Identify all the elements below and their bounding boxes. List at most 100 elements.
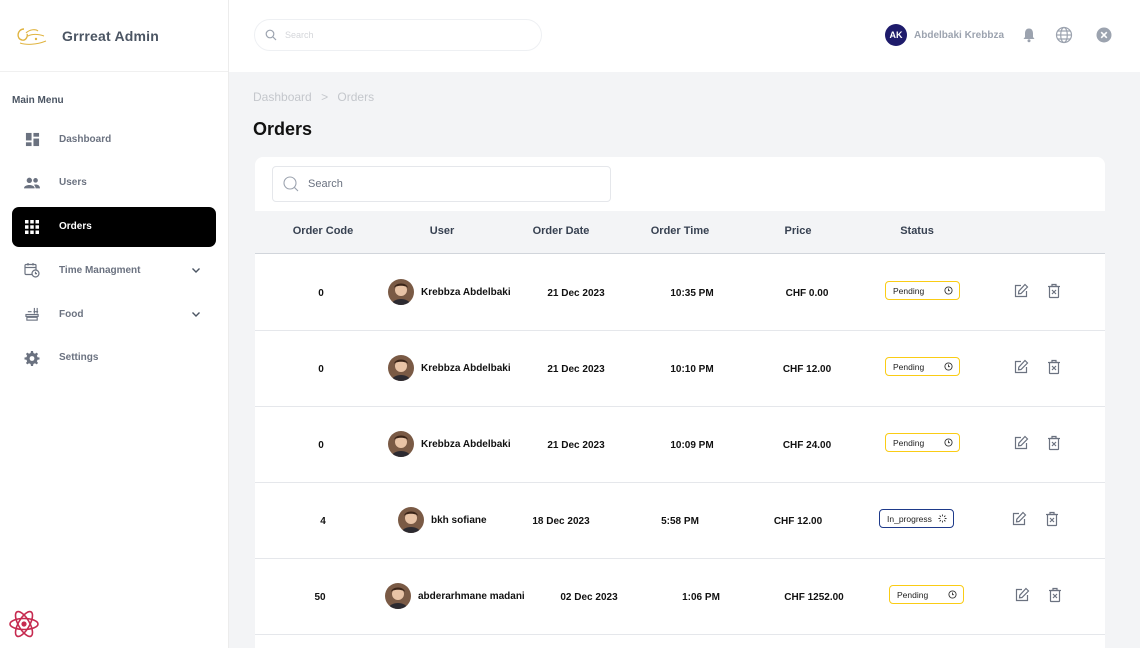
dashboard-icon [24, 131, 40, 147]
order-code: 0 [318, 288, 324, 299]
order-code: 50 [314, 592, 326, 603]
bell-icon[interactable] [1021, 27, 1037, 43]
brand-title[interactable]: Grrreat Admin [62, 27, 159, 44]
breadcrumb-item-dashboard[interactable]: Dashboard [253, 90, 312, 104]
brand-logo-icon[interactable] [14, 23, 48, 49]
table-search-box[interactable] [272, 166, 611, 202]
column-header-price[interactable]: Price [784, 225, 812, 237]
order-date: 18 Dec 2023 [532, 516, 590, 527]
table-header: Order Code User Order Date Order Time Pr… [255, 211, 1105, 254]
sidebar-item-users[interactable]: Users [12, 163, 216, 203]
status-label: Pending [893, 361, 925, 372]
column-header-order-time[interactable]: Order Time [650, 225, 710, 237]
delete-icon[interactable] [1044, 511, 1060, 527]
delete-icon[interactable] [1046, 359, 1062, 375]
table-row[interactable]: 0 Krebbza Abdelbaki 21 Dec 2023 10:09 PM… [255, 407, 1105, 483]
sidebar-item-food[interactable]: Food [12, 294, 216, 334]
edit-icon[interactable] [1011, 511, 1027, 527]
sidebar-item-label: Dashboard [59, 133, 112, 145]
delete-icon[interactable] [1047, 587, 1063, 603]
order-time: 10:10 PM [670, 364, 714, 375]
clock-icon [944, 362, 953, 371]
order-code: 4 [320, 516, 326, 527]
sidebar-item-time-management[interactable]: Time Managment [12, 250, 216, 290]
user-cell: Krebbza Abdelbaki [388, 279, 511, 305]
avatar[interactable]: AK [885, 24, 907, 46]
order-time: 5:58 PM [661, 516, 699, 527]
breadcrumb: Dashboard > Orders [253, 90, 380, 104]
sidebar-item-label: Settings [59, 352, 99, 364]
column-header-order-date[interactable]: Order Date [532, 225, 590, 237]
user-avatar [388, 355, 414, 381]
edit-icon[interactable] [1013, 435, 1029, 451]
sidebar-item-label: Food [59, 308, 84, 320]
status-label: In_progress [887, 513, 932, 524]
delete-icon[interactable] [1046, 283, 1062, 299]
order-date: 21 Dec 2023 [547, 288, 605, 299]
order-date: 21 Dec 2023 [547, 440, 605, 451]
user-avatar [385, 583, 411, 609]
order-date: 21 Dec 2023 [547, 364, 605, 375]
order-price: CHF 1252.00 [784, 592, 844, 603]
order-price: CHF 0.00 [785, 288, 829, 299]
chevron-down-icon[interactable] [190, 308, 202, 320]
order-price: CHF 12.00 [773, 516, 823, 527]
user-name: abderarhmane madani [418, 590, 525, 602]
delete-icon[interactable] [1046, 435, 1062, 451]
react-logo-icon[interactable] [8, 608, 40, 640]
user-cell: abderarhmane madani [385, 583, 525, 609]
order-time: 10:09 PM [670, 440, 714, 451]
top-search-box[interactable] [254, 19, 542, 51]
orders-card: Order Code User Order Date Order Time Pr… [255, 157, 1105, 648]
menu-heading: Main Menu [12, 95, 64, 106]
column-header-order-code[interactable]: Order Code [292, 225, 354, 237]
column-header-user[interactable]: User [429, 225, 455, 237]
user-name: Krebbza Abdelbaki [421, 362, 511, 374]
page-title: Orders [253, 119, 313, 139]
users-icon [24, 175, 40, 191]
user-name: bkh sofiane [431, 514, 487, 526]
clock-icon [944, 438, 953, 447]
table-row[interactable]: 0 Krebbza Abdelbaki 21 Dec 2023 10:35 PM… [255, 255, 1105, 331]
calendar-clock-icon [24, 262, 40, 278]
table-row[interactable]: 50 abderarhmane madani 02 Dec 2023 1:06 … [255, 559, 1105, 635]
user-name[interactable]: Abdelbaki Krebbza [914, 30, 1005, 41]
user-name: Krebbza Abdelbaki [421, 286, 511, 298]
sidebar-item-dashboard[interactable]: Dashboard [12, 119, 216, 159]
status-badge[interactable]: Pending [885, 357, 960, 376]
clock-icon [948, 590, 957, 599]
table-row[interactable]: 0 Krebbza Abdelbaki 21 Dec 2023 10:10 PM… [255, 331, 1105, 407]
user-cell: Krebbza Abdelbaki [388, 355, 511, 381]
food-icon [24, 306, 40, 322]
breadcrumb-item-orders[interactable]: Orders [337, 90, 375, 104]
topbar: AK Abdelbaki Krebbza [229, 0, 1140, 72]
top-search-input[interactable] [285, 30, 515, 40]
sidebar-item-settings[interactable]: Settings [12, 338, 216, 378]
column-header-status[interactable]: Status [900, 225, 934, 237]
close-icon[interactable] [1096, 27, 1112, 43]
user-avatar [388, 431, 414, 457]
sidebar-item-label: Users [59, 177, 87, 189]
globe-icon[interactable] [1055, 26, 1073, 44]
status-badge[interactable]: Pending [885, 433, 960, 452]
gear-icon [24, 350, 40, 366]
grid-icon [24, 219, 40, 235]
table-row[interactable]: 4 bkh sofiane 18 Dec 2023 5:58 PM CHF 12… [255, 483, 1105, 559]
status-badge[interactable]: In_progress [879, 509, 954, 528]
sidebar-item-label: Time Managment [59, 264, 141, 276]
status-label: Pending [893, 437, 925, 448]
main-menu: Dashboard Users Orders Time Managment [12, 119, 216, 382]
user-cell: Krebbza Abdelbaki [388, 431, 511, 457]
status-badge[interactable]: Pending [885, 281, 960, 300]
edit-icon[interactable] [1013, 283, 1029, 299]
chevron-down-icon[interactable] [190, 264, 202, 276]
search-icon [283, 176, 299, 192]
order-price: CHF 12.00 [782, 364, 832, 375]
order-time: 1:06 PM [682, 592, 720, 603]
table-search-input[interactable] [308, 178, 598, 190]
edit-icon[interactable] [1014, 587, 1030, 603]
status-badge[interactable]: Pending [889, 585, 964, 604]
order-code: 0 [318, 364, 324, 375]
sidebar-item-orders[interactable]: Orders [12, 206, 216, 247]
edit-icon[interactable] [1013, 359, 1029, 375]
